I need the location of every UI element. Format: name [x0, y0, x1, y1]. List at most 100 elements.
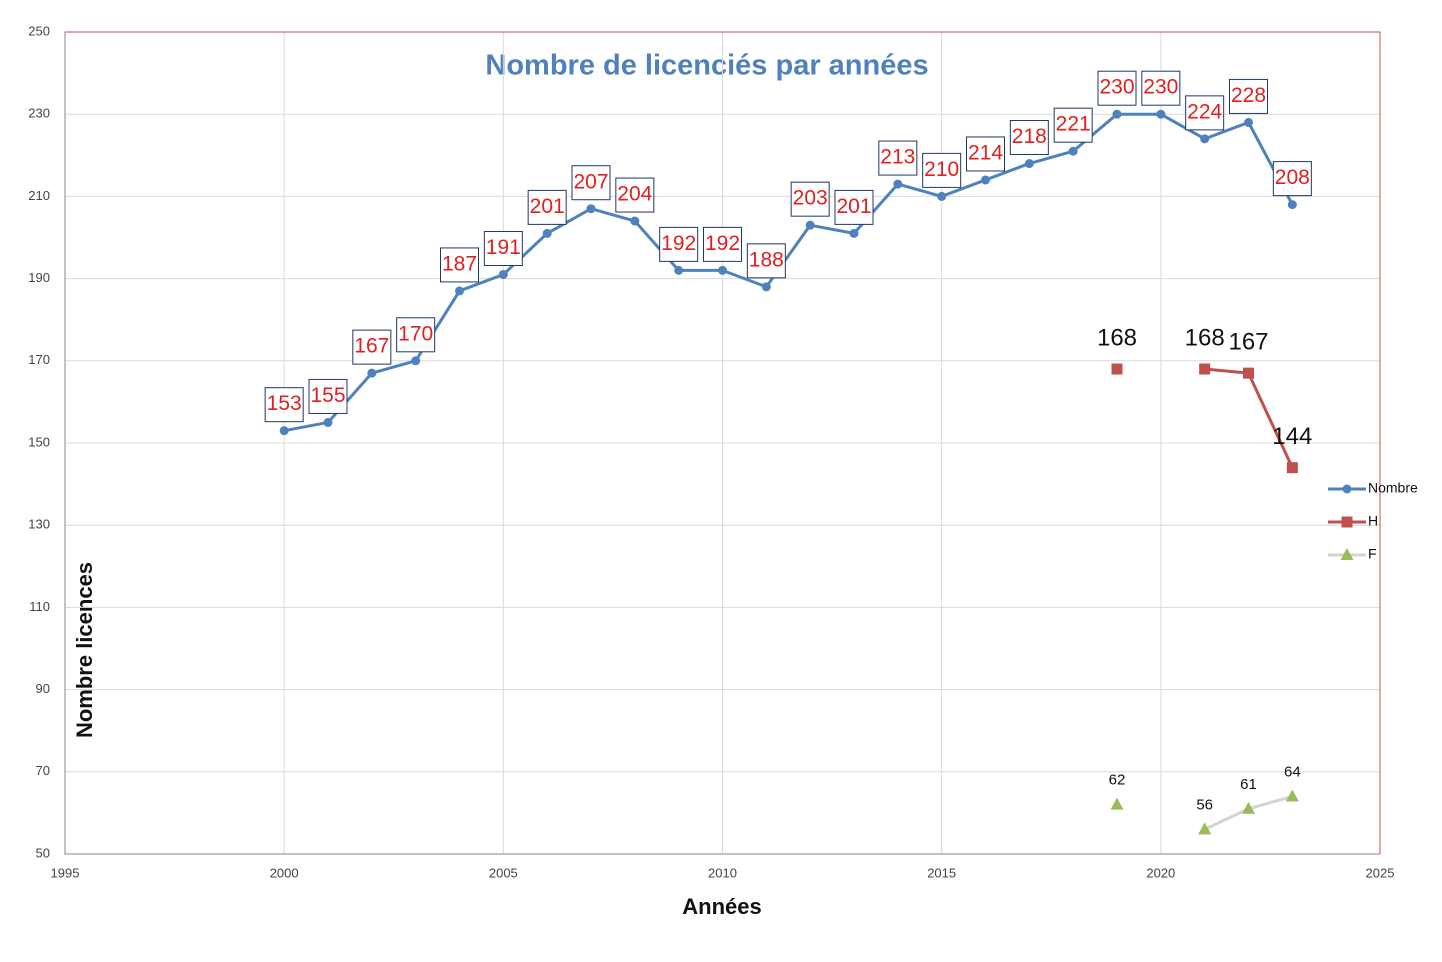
label-box [264, 387, 304, 423]
series-line [1204, 367, 1294, 469]
data-label: 187 [442, 252, 477, 275]
point [1068, 146, 1078, 156]
point [674, 265, 684, 275]
data-label: 64 [1284, 763, 1301, 780]
point [1286, 462, 1298, 474]
data-label: 210 [924, 158, 959, 181]
x-tick-label: 2000 [270, 865, 299, 880]
legend-marker [1340, 548, 1354, 560]
point [542, 228, 552, 238]
y-tick-label: 130 [28, 517, 50, 532]
label-box [1229, 78, 1268, 114]
label-box [1272, 161, 1312, 197]
point [323, 417, 333, 427]
y-tick-label: 110 [29, 599, 50, 614]
label-box [440, 247, 479, 283]
data-label: 155 [310, 384, 345, 407]
legend-label: F [1368, 546, 1377, 562]
point [1244, 117, 1253, 127]
data-label: 192 [661, 232, 696, 255]
point [1285, 789, 1299, 802]
data-label: 207 [573, 170, 608, 193]
data-label: 153 [267, 392, 302, 415]
point [1287, 200, 1297, 210]
point [1200, 134, 1210, 144]
label-box [352, 329, 392, 365]
point [279, 426, 289, 436]
label-box [615, 177, 655, 213]
point [1112, 109, 1122, 119]
point [1024, 159, 1034, 169]
data-label: 213 [880, 146, 915, 169]
label-box [308, 378, 348, 414]
point [1111, 363, 1123, 375]
y-tick-label: 70 [36, 763, 50, 778]
legend-marker [1341, 516, 1353, 528]
data-label: 224 [1187, 100, 1222, 123]
point [849, 228, 859, 238]
y-tick-label: 150 [28, 434, 50, 449]
point [411, 356, 421, 366]
data-label: 168 [1185, 324, 1225, 351]
label-box [703, 226, 742, 262]
data-label: 61 [1240, 776, 1257, 793]
legend-marker [1342, 484, 1352, 494]
x-tick-label: 1995 [51, 865, 80, 880]
point [1199, 363, 1211, 375]
point [630, 216, 640, 226]
data-label: 62 [1109, 772, 1126, 789]
label-box [790, 181, 830, 217]
label-box [746, 243, 786, 279]
data-label: 203 [793, 187, 828, 210]
data-label: 144 [1272, 423, 1312, 450]
label-box [527, 189, 567, 225]
point [981, 175, 990, 185]
y-tick-label: 50 [36, 845, 50, 860]
label-box [878, 140, 918, 176]
legend-label: H [1368, 513, 1378, 529]
label-box [1185, 95, 1225, 131]
y-axis-title: Nombre licences [72, 562, 97, 738]
data-label: 201 [836, 195, 871, 218]
y-tick-label: 90 [36, 681, 50, 696]
point [1156, 109, 1166, 119]
data-label: 188 [749, 248, 784, 271]
data-label: 201 [530, 195, 565, 218]
data-label: 214 [968, 142, 1003, 165]
data-label: 168 [1097, 324, 1137, 351]
point [455, 286, 464, 296]
x-tick-label: 2015 [927, 865, 956, 880]
point [1242, 801, 1255, 814]
y-tick-label: 250 [28, 23, 50, 38]
data-label: 191 [486, 236, 521, 259]
y-tick-label: 230 [28, 106, 50, 121]
point [1110, 797, 1124, 810]
label-box [659, 226, 699, 262]
label-box [1141, 70, 1181, 106]
point [805, 220, 815, 230]
data-label: 204 [617, 183, 652, 206]
chart-title: Nombre de licenciés par années [485, 50, 928, 82]
point [761, 282, 771, 292]
data-label: 56 [1196, 796, 1213, 813]
point [1243, 367, 1254, 379]
y-tick-label: 210 [28, 188, 50, 203]
data-label: 228 [1231, 84, 1266, 107]
label-box [571, 165, 611, 201]
data-label: 230 [1099, 76, 1134, 99]
x-axis-title: Années [682, 894, 761, 919]
x-tick-label: 2020 [1146, 865, 1175, 880]
data-label: 192 [705, 232, 740, 255]
label-box [834, 189, 874, 225]
point [1198, 822, 1212, 835]
point [367, 368, 377, 378]
data-label: 230 [1143, 76, 1178, 99]
point [498, 269, 508, 279]
x-tick-label: 2005 [489, 865, 518, 880]
data-label: 167 [1228, 328, 1268, 355]
data-label: 221 [1056, 113, 1091, 136]
label-box [1053, 107, 1093, 143]
label-box [1009, 120, 1049, 156]
label-box [483, 230, 523, 266]
